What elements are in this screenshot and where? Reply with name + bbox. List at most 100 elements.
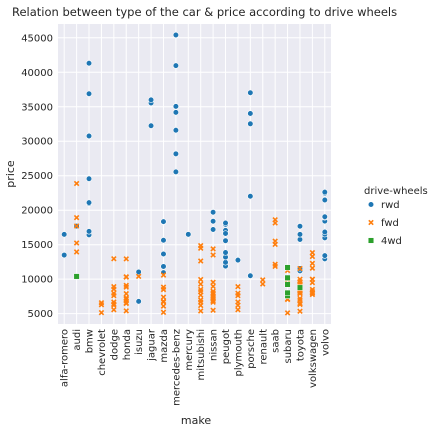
- data-point-fwd: [197, 297, 204, 303]
- data-point-rwd: [172, 31, 179, 39]
- data-point-rwd: [247, 272, 254, 279]
- data-point-rwd: [296, 223, 304, 230]
- data-point-rwd: [172, 62, 179, 69]
- data-point-rwd: [210, 218, 217, 225]
- data-point-fwd: [197, 276, 204, 283]
- data-point-rwd: [172, 103, 179, 110]
- data-point-fwd: [297, 276, 303, 283]
- x-tick-label: peugot: [221, 329, 232, 364]
- data-point-fwd: [309, 260, 316, 267]
- x-tick-label: porsche: [246, 329, 257, 369]
- data-point-fwd: [160, 294, 167, 300]
- data-point-fwd: [73, 214, 80, 221]
- x-tick-label: mazda: [159, 329, 170, 363]
- data-point-fwd: [297, 308, 303, 315]
- data-point-rwd: [172, 150, 179, 157]
- legend-item-rwd: rwd: [367, 200, 400, 211]
- plot-area: [58, 24, 331, 324]
- x-tick-label: mercury: [184, 329, 195, 371]
- data-point-fwd: [123, 308, 130, 314]
- data-point-fwd: [160, 303, 167, 309]
- data-point-rwd: [247, 193, 254, 200]
- data-point-4wd: [284, 264, 291, 271]
- data-point-fwd: [73, 240, 80, 246]
- data-point-rwd: [247, 110, 254, 117]
- data-point-rwd: [172, 109, 179, 116]
- legend-label: 4wd: [381, 236, 402, 247]
- data-point-rwd: [160, 263, 167, 270]
- y-tick-label: 15000: [21, 240, 53, 251]
- data-point-fwd: [210, 283, 216, 290]
- data-point-fwd: [297, 265, 303, 272]
- data-point-4wd: [284, 289, 291, 296]
- data-point-fwd: [210, 246, 216, 252]
- data-point-rwd: [222, 259, 229, 266]
- data-point-fwd: [235, 283, 241, 290]
- x-tick-label: chevrolet: [97, 329, 108, 376]
- data-point-rwd: [222, 237, 229, 244]
- data-point-fwd: [160, 286, 167, 293]
- data-point-rwd: [185, 231, 192, 238]
- data-point-rwd: [321, 213, 328, 220]
- data-point-fwd: [111, 283, 117, 290]
- x-tick-label: bmw: [85, 329, 96, 353]
- data-point-fwd: [123, 282, 130, 289]
- legend-marker-4wd: [367, 237, 375, 244]
- y-tick-label: 5000: [28, 309, 53, 320]
- data-point-rwd: [321, 189, 328, 196]
- legend-item-fwd: fwd: [368, 218, 399, 229]
- data-point-fwd: [272, 216, 278, 223]
- data-point-rwd: [210, 209, 217, 216]
- x-tick-label: renault: [258, 329, 269, 365]
- legend-title: drive-wheels: [364, 186, 428, 197]
- data-point-fwd: [98, 309, 105, 316]
- data-point-fwd: [309, 276, 316, 283]
- series-rwd: [61, 31, 328, 305]
- data-point-fwd: [235, 306, 241, 313]
- x-tick-label: subaru: [283, 329, 294, 363]
- data-point-fwd: [160, 299, 167, 305]
- x-tick-label: mercedes-benz: [171, 329, 182, 406]
- data-point-rwd: [222, 219, 229, 227]
- data-point-rwd: [296, 231, 304, 238]
- data-point-rwd: [61, 251, 68, 259]
- data-point-fwd: [123, 256, 130, 262]
- data-point-fwd: [259, 281, 266, 287]
- y-tick-label: 40000: [21, 68, 53, 79]
- y-tick-label: 45000: [21, 33, 53, 44]
- legend-marker-rwd: [367, 201, 375, 208]
- x-tick-label: mitsubishi: [196, 329, 207, 380]
- data-point-fwd: [210, 307, 216, 313]
- x-tick-label: audi: [72, 329, 83, 351]
- y-tick-label: 20000: [21, 206, 53, 217]
- data-point-fwd: [73, 223, 80, 229]
- x-tick-label: toyota: [295, 329, 306, 361]
- y-tick-label: 25000: [21, 171, 53, 182]
- data-point-fwd: [210, 299, 216, 306]
- data-point-rwd: [222, 230, 229, 237]
- data-point-fwd: [197, 288, 204, 295]
- data-point-fwd: [197, 245, 204, 251]
- series-4wd: [73, 264, 304, 299]
- data-point-rwd: [85, 90, 93, 97]
- series-fwd: [73, 180, 316, 316]
- data-point-rwd: [247, 120, 254, 127]
- data-point-4wd: [284, 281, 291, 288]
- data-point-fwd: [111, 299, 117, 305]
- data-point-rwd: [172, 168, 179, 176]
- data-point-fwd: [235, 299, 241, 305]
- data-point-rwd: [85, 228, 93, 235]
- data-point-fwd: [123, 295, 130, 301]
- data-point-fwd: [210, 279, 216, 286]
- data-point-rwd: [160, 237, 167, 244]
- data-point-fwd: [73, 249, 80, 255]
- data-point-fwd: [235, 292, 241, 299]
- data-point-fwd: [98, 300, 105, 306]
- data-point-fwd: [309, 286, 316, 293]
- x-axis-label: make: [181, 414, 211, 427]
- y-axis-label: price: [4, 160, 17, 188]
- legend-marker-fwd: [368, 219, 374, 226]
- x-tick-label: saab: [271, 329, 282, 353]
- data-point-rwd: [321, 196, 328, 204]
